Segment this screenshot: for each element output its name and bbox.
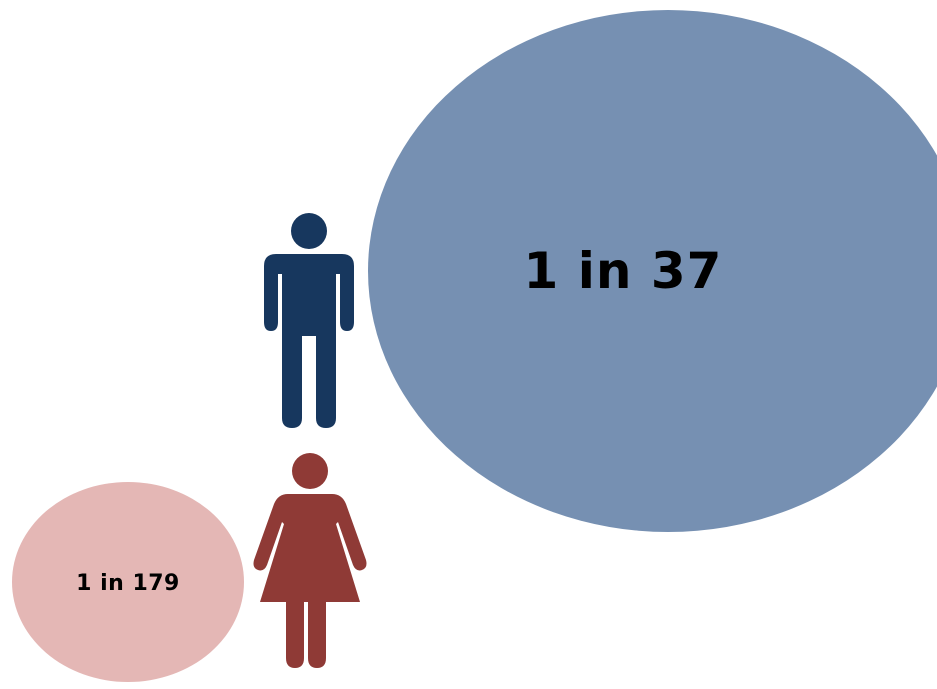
male-ratio-label: 1 in 37 xyxy=(523,242,723,300)
male-person-icon xyxy=(262,212,356,430)
male-ratio-bubble: 1 in 37 xyxy=(368,10,937,532)
female-ratio-label: 1 in 179 xyxy=(76,570,180,596)
female-person-icon xyxy=(252,452,368,670)
female-ratio-bubble: 1 in 179 xyxy=(12,482,244,682)
